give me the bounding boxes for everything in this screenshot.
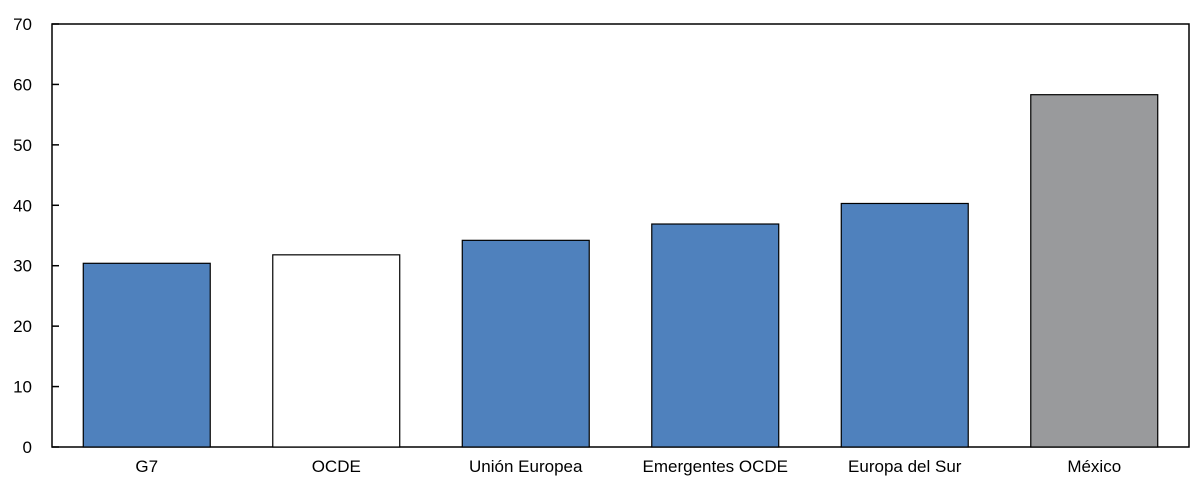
y-tick-label: 20: [13, 317, 32, 336]
bar: [461, 239, 590, 448]
bar: [651, 223, 780, 448]
y-tick-label: 0: [23, 438, 32, 457]
bar: [82, 262, 211, 448]
y-axis: 0 10 20 30 40 50 60 70: [13, 15, 59, 457]
y-tick-label: 30: [13, 257, 32, 276]
bar: [1030, 94, 1159, 448]
y-tick-label: 40: [13, 196, 32, 215]
x-axis-labels: G7 OCDE Unión Europea Emergentes OCDE Europa…: [135, 457, 1121, 476]
x-category-label: Europa del Sur: [848, 457, 962, 476]
y-tick-label: 50: [13, 136, 32, 155]
x-category-label: Emergentes OCDE: [643, 457, 789, 476]
x-category-label: G7: [135, 457, 158, 476]
y-tick-label: 10: [13, 378, 32, 397]
y-tick-label: 70: [13, 15, 32, 34]
bar: [272, 254, 401, 448]
bars-group: [82, 94, 1159, 448]
x-category-label: OCDE: [312, 457, 361, 476]
bar: [840, 202, 969, 448]
x-category-label: México: [1067, 457, 1121, 476]
y-tick-label: 60: [13, 75, 32, 94]
x-category-label: Unión Europea: [469, 457, 583, 476]
plot-area-border: [51, 23, 1190, 448]
